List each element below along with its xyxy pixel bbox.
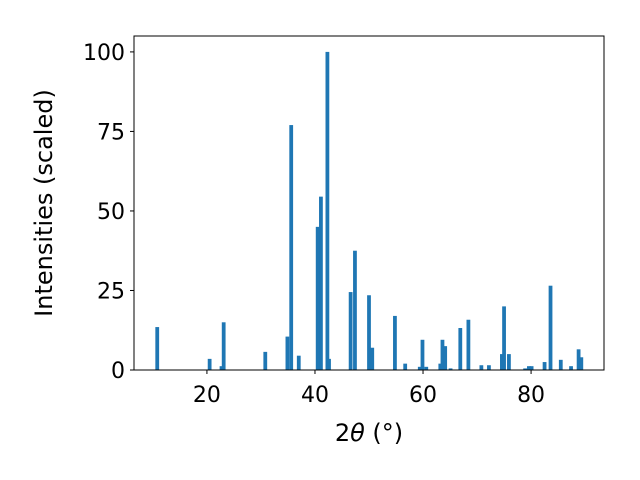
bar xyxy=(529,366,534,370)
y-tick-label: 25 xyxy=(97,279,125,304)
bar xyxy=(500,354,504,370)
bar xyxy=(527,366,531,370)
bar xyxy=(315,226,320,370)
y-tick-label: 0 xyxy=(111,359,125,384)
bar xyxy=(579,357,584,370)
bar xyxy=(443,346,448,370)
bar xyxy=(558,359,563,370)
x-axis-label-prefix: 2 xyxy=(335,419,350,447)
bar xyxy=(296,355,301,370)
bar xyxy=(438,363,443,370)
x-tick-label: 60 xyxy=(409,383,437,408)
bar xyxy=(440,339,445,370)
bar xyxy=(424,366,429,370)
x-ticks-group: 20 40 60 80 xyxy=(193,370,545,408)
bar xyxy=(319,196,323,370)
bar xyxy=(420,339,425,370)
y-ticks-group: 0 25 50 75 100 xyxy=(83,41,134,384)
y-tick-label: 100 xyxy=(83,41,125,66)
bar xyxy=(403,363,408,370)
bar xyxy=(285,336,290,370)
bar xyxy=(448,368,453,370)
bar xyxy=(348,292,353,370)
bar xyxy=(487,365,491,370)
bar xyxy=(479,365,484,370)
bar xyxy=(370,347,375,370)
bar xyxy=(353,250,357,370)
x-tick-label: 20 xyxy=(193,383,221,408)
x-axis-label-symbol: θ xyxy=(350,419,365,447)
bar xyxy=(325,51,330,371)
bar xyxy=(542,362,547,370)
bar xyxy=(466,319,471,370)
bar xyxy=(523,368,528,370)
bar xyxy=(502,306,506,370)
bar xyxy=(155,327,160,370)
bar xyxy=(367,295,371,370)
bar xyxy=(576,349,581,370)
y-tick-label: 75 xyxy=(97,120,125,145)
plot-frame xyxy=(133,35,605,371)
bar xyxy=(417,366,422,370)
y-axis-label: Intensities (scaled) xyxy=(30,89,58,317)
x-tick-label: 40 xyxy=(301,383,329,408)
bar xyxy=(219,366,224,370)
y-tick-label: 50 xyxy=(97,200,125,225)
x-axis-label: 2θ (°) xyxy=(335,419,403,447)
bar xyxy=(207,358,212,370)
bar xyxy=(327,358,331,370)
bar xyxy=(507,354,511,370)
bar xyxy=(221,322,226,370)
bar xyxy=(263,351,268,370)
bar xyxy=(289,125,294,370)
bar xyxy=(569,366,573,370)
bar xyxy=(548,285,553,370)
bar xyxy=(393,315,397,370)
x-axis-label-unit: (°) xyxy=(365,419,403,447)
x-tick-label: 80 xyxy=(517,383,545,408)
bar xyxy=(458,328,463,370)
bars-group xyxy=(155,51,584,371)
